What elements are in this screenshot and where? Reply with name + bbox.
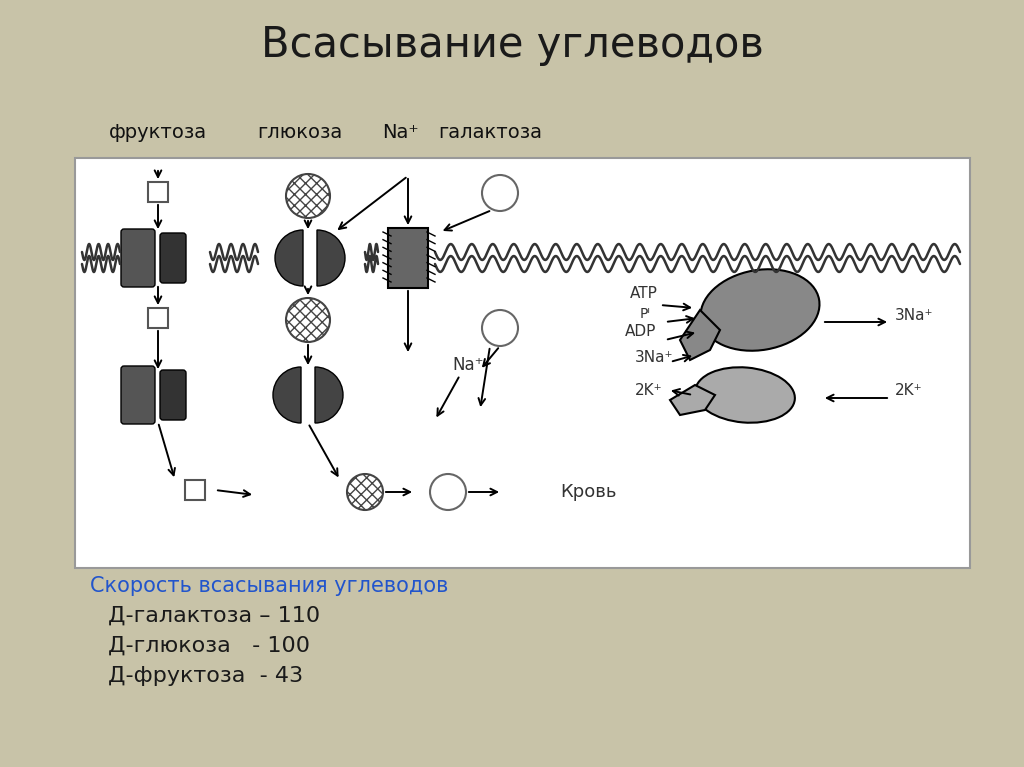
- FancyBboxPatch shape: [121, 229, 155, 287]
- Circle shape: [286, 174, 330, 218]
- Text: Pᴵ: Pᴵ: [640, 307, 651, 321]
- Text: Na⁺: Na⁺: [452, 356, 483, 374]
- FancyBboxPatch shape: [160, 233, 186, 283]
- Wedge shape: [275, 230, 303, 286]
- Text: Всасывание углеводов: Всасывание углеводов: [260, 24, 764, 66]
- Text: ATP: ATP: [630, 286, 657, 301]
- Text: Na⁺: Na⁺: [382, 123, 419, 142]
- Text: 3Na⁺: 3Na⁺: [895, 308, 934, 323]
- Text: Д-глюкоза   - 100: Д-глюкоза - 100: [108, 636, 310, 656]
- Ellipse shape: [695, 367, 795, 423]
- Text: галактоза: галактоза: [438, 123, 542, 142]
- Circle shape: [430, 474, 466, 510]
- Text: 2K⁺: 2K⁺: [635, 383, 663, 398]
- FancyBboxPatch shape: [121, 366, 155, 424]
- Text: Д-галактоза – 110: Д-галактоза – 110: [108, 606, 321, 626]
- Ellipse shape: [700, 269, 819, 351]
- Bar: [148, 182, 168, 202]
- Bar: [148, 308, 168, 328]
- Bar: [388, 228, 428, 288]
- Wedge shape: [315, 367, 343, 423]
- Circle shape: [347, 474, 383, 510]
- Text: ADP: ADP: [625, 324, 656, 339]
- Bar: [75, 158, 970, 568]
- Circle shape: [286, 298, 330, 342]
- Wedge shape: [273, 367, 301, 423]
- Wedge shape: [317, 230, 345, 286]
- Text: глюкоза: глюкоза: [257, 123, 343, 142]
- Text: Д-фруктоза  - 43: Д-фруктоза - 43: [108, 666, 303, 686]
- Text: Кровь: Кровь: [560, 483, 616, 501]
- Text: 3Na⁺: 3Na⁺: [635, 350, 674, 365]
- Text: фруктоза: фруктоза: [109, 123, 207, 142]
- FancyBboxPatch shape: [160, 370, 186, 420]
- Circle shape: [482, 310, 518, 346]
- Polygon shape: [680, 310, 720, 360]
- Text: 2K⁺: 2K⁺: [895, 383, 923, 398]
- Polygon shape: [670, 385, 715, 415]
- Circle shape: [482, 175, 518, 211]
- Bar: [185, 480, 205, 500]
- Text: Скорость всасывания углеводов: Скорость всасывания углеводов: [90, 576, 449, 596]
